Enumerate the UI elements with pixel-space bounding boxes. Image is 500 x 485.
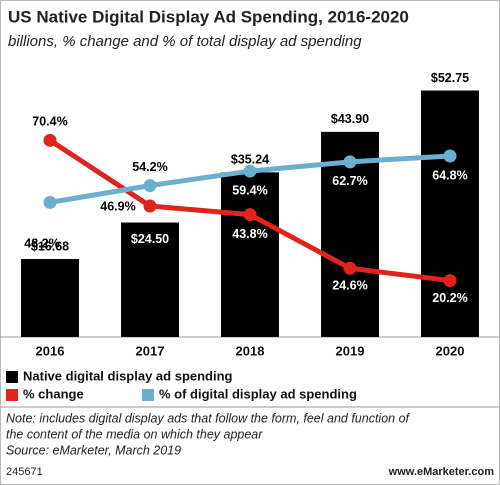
x-tick-label: 2020: [436, 343, 465, 358]
bar-value-label: $16.68: [31, 239, 69, 253]
chart-id: 245671: [6, 466, 43, 478]
legend-swatch: [6, 389, 18, 401]
line-value-label: 70.4%: [32, 115, 67, 129]
note-line: Note: includes digital display ads that …: [6, 411, 411, 425]
bar-value-label: $24.50: [131, 232, 169, 246]
line-marker: [343, 155, 357, 169]
chart-subtitle: billions, % change and % of total displa…: [8, 33, 362, 50]
bar-value-label: $43.90: [331, 112, 369, 126]
x-tick-label: 2017: [136, 343, 165, 358]
line-marker: [43, 195, 57, 209]
line-value-label: 24.6%: [332, 279, 367, 293]
bar: [421, 90, 479, 337]
line-marker: [343, 261, 357, 275]
x-tick-label: 2018: [236, 343, 265, 358]
line-value-label: 46.9%: [100, 199, 135, 213]
legend-label: % of digital display ad spending: [159, 386, 357, 401]
line-value-label: 62.7%: [332, 174, 367, 188]
line-marker: [43, 133, 57, 147]
bar: [221, 172, 279, 337]
line-value-label: 54.2%: [132, 160, 167, 174]
bar: [121, 222, 179, 337]
x-tick-label: 2019: [336, 343, 365, 358]
legend-swatch: [142, 389, 154, 401]
bar-value-label: $52.75: [431, 71, 469, 85]
line-value-label: 20.2%: [432, 291, 467, 305]
line-value-label: 48.2%: [24, 237, 59, 251]
x-tick-label: 2016: [36, 343, 65, 358]
note-line: the content of the media on which they a…: [6, 427, 263, 441]
line-marker: [243, 164, 257, 178]
chart-title: US Native Digital Display Ad Spending, 2…: [8, 7, 409, 26]
legend-label: % change: [23, 386, 84, 401]
legend-label: Native digital display ad spending: [23, 368, 233, 383]
line-marker: [143, 199, 157, 213]
line-marker: [143, 179, 157, 193]
line-marker: [243, 208, 257, 222]
bar: [21, 259, 79, 337]
line-value-label: 64.8%: [432, 168, 467, 182]
legend-swatch: [6, 371, 18, 383]
website: www.eMarketer.com: [388, 466, 495, 478]
line-marker: [443, 274, 457, 288]
line-marker: [443, 149, 457, 163]
source: Source: eMarketer, March 2019: [6, 443, 181, 457]
bar-value-label: $35.24: [231, 153, 269, 167]
line-value-label: 43.8%: [232, 227, 267, 241]
line-value-label: 59.4%: [232, 183, 267, 197]
